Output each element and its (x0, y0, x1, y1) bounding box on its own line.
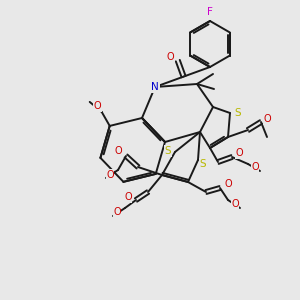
Text: S: S (165, 146, 171, 156)
Text: F: F (207, 7, 213, 17)
Text: O: O (251, 162, 259, 172)
Text: O: O (167, 52, 175, 61)
Text: O: O (94, 101, 101, 111)
Text: O: O (224, 179, 232, 189)
Text: F: F (207, 7, 213, 17)
Text: O: O (114, 146, 122, 156)
Text: O: O (167, 52, 175, 61)
Text: S: S (200, 159, 206, 169)
Text: N: N (151, 82, 159, 92)
Text: O: O (124, 192, 132, 202)
Text: S: S (235, 108, 241, 118)
Text: O: O (106, 170, 114, 180)
Text: O: O (113, 207, 121, 217)
Text: O: O (235, 148, 243, 158)
Text: O: O (263, 114, 271, 124)
Text: S: S (235, 108, 241, 118)
Text: S: S (165, 146, 171, 156)
Text: S: S (200, 159, 206, 169)
Text: O: O (231, 199, 239, 209)
Text: N: N (151, 82, 159, 92)
